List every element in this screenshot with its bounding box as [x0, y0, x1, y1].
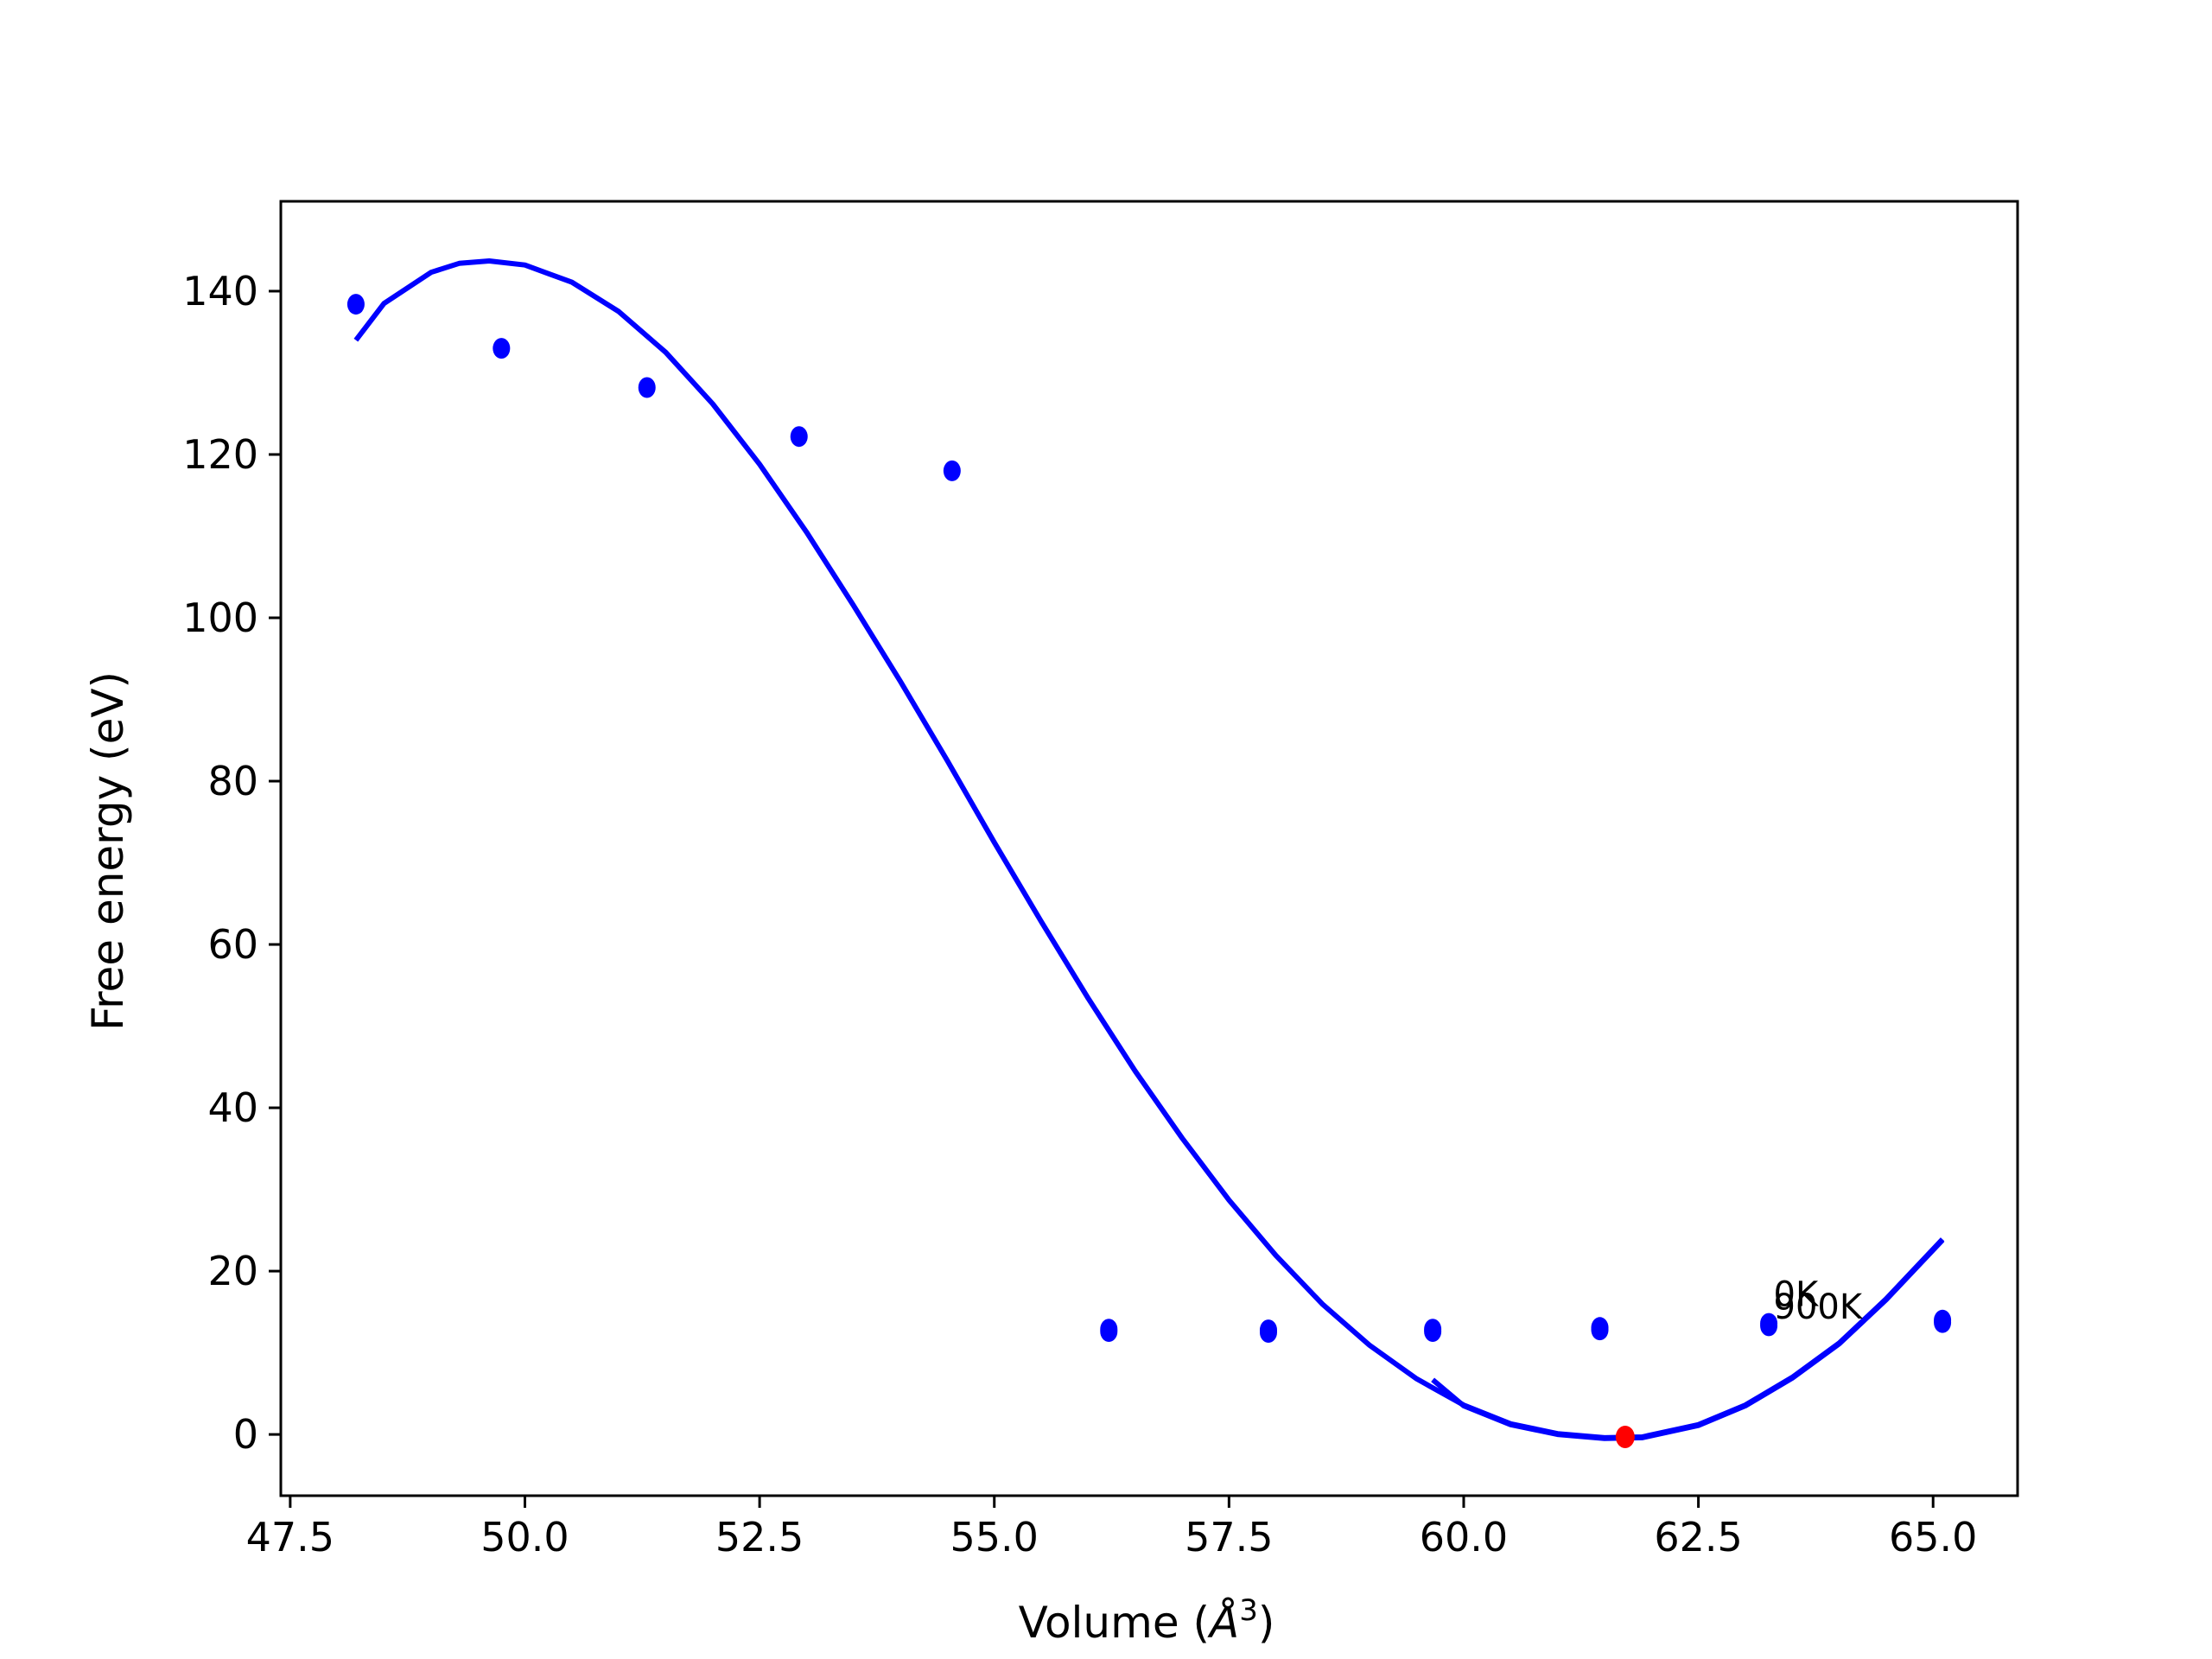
x-axis-label-close: )	[1258, 1598, 1275, 1648]
x-tick-label: 55.0	[950, 1514, 1039, 1560]
data-point	[1591, 1319, 1609, 1341]
data-point	[1934, 1312, 1952, 1333]
minimum-point	[1615, 1425, 1635, 1448]
x-tick-label: 60.0	[1420, 1514, 1508, 1560]
annotation-label: 0K	[1774, 1275, 1820, 1315]
y-tick-label: 120	[182, 431, 258, 478]
x-axis-label-text: Volume (	[1019, 1598, 1210, 1648]
x-tick-label: 50.0	[480, 1514, 569, 1560]
x-tick-label: 57.5	[1185, 1514, 1273, 1560]
plot-frame	[279, 200, 2019, 1497]
x-axis-label: Volume (Å3)	[1019, 1593, 1275, 1648]
x-axis-ticks: 47.5 50.0 52.5 55.0 57.5 60.0 62.5 65.0	[246, 1496, 1977, 1560]
data-point	[493, 338, 511, 359]
data-point	[346, 294, 365, 315]
data-points	[346, 294, 1952, 1448]
data-point	[1259, 1321, 1277, 1343]
x-axis-label-exponent: 3	[1239, 1593, 1258, 1628]
data-point	[1100, 1321, 1118, 1343]
annotation-label: 900K	[1774, 1287, 1864, 1327]
y-axis-ticks: 0 20 40 60 80 100 120 140	[182, 268, 281, 1458]
y-tick-label: 80	[207, 758, 258, 804]
data-point	[638, 377, 656, 398]
data-point	[1760, 1315, 1778, 1337]
x-tick-label: 65.0	[1889, 1514, 1977, 1560]
y-axis-label: Free energy (eV)	[83, 671, 133, 1031]
data-point	[943, 460, 961, 481]
fit-curve-3	[1431, 1238, 1945, 1441]
x-tick-label: 62.5	[1654, 1514, 1742, 1560]
x-tick-label: 47.5	[246, 1514, 334, 1560]
x-tick-label: 52.5	[715, 1514, 804, 1560]
data-point	[1424, 1321, 1442, 1343]
y-tick-label: 60	[207, 921, 258, 968]
x-axis-label-symbol: Å	[1207, 1598, 1239, 1648]
fit-curve-2	[353, 258, 1945, 1440]
y-tick-label: 40	[207, 1084, 258, 1131]
y-tick-label: 0	[233, 1411, 258, 1458]
y-tick-label: 100	[182, 594, 258, 641]
data-point	[790, 426, 808, 448]
fit-curves	[353, 258, 1945, 1441]
y-tick-label: 140	[182, 268, 258, 315]
y-tick-label: 20	[207, 1248, 258, 1294]
